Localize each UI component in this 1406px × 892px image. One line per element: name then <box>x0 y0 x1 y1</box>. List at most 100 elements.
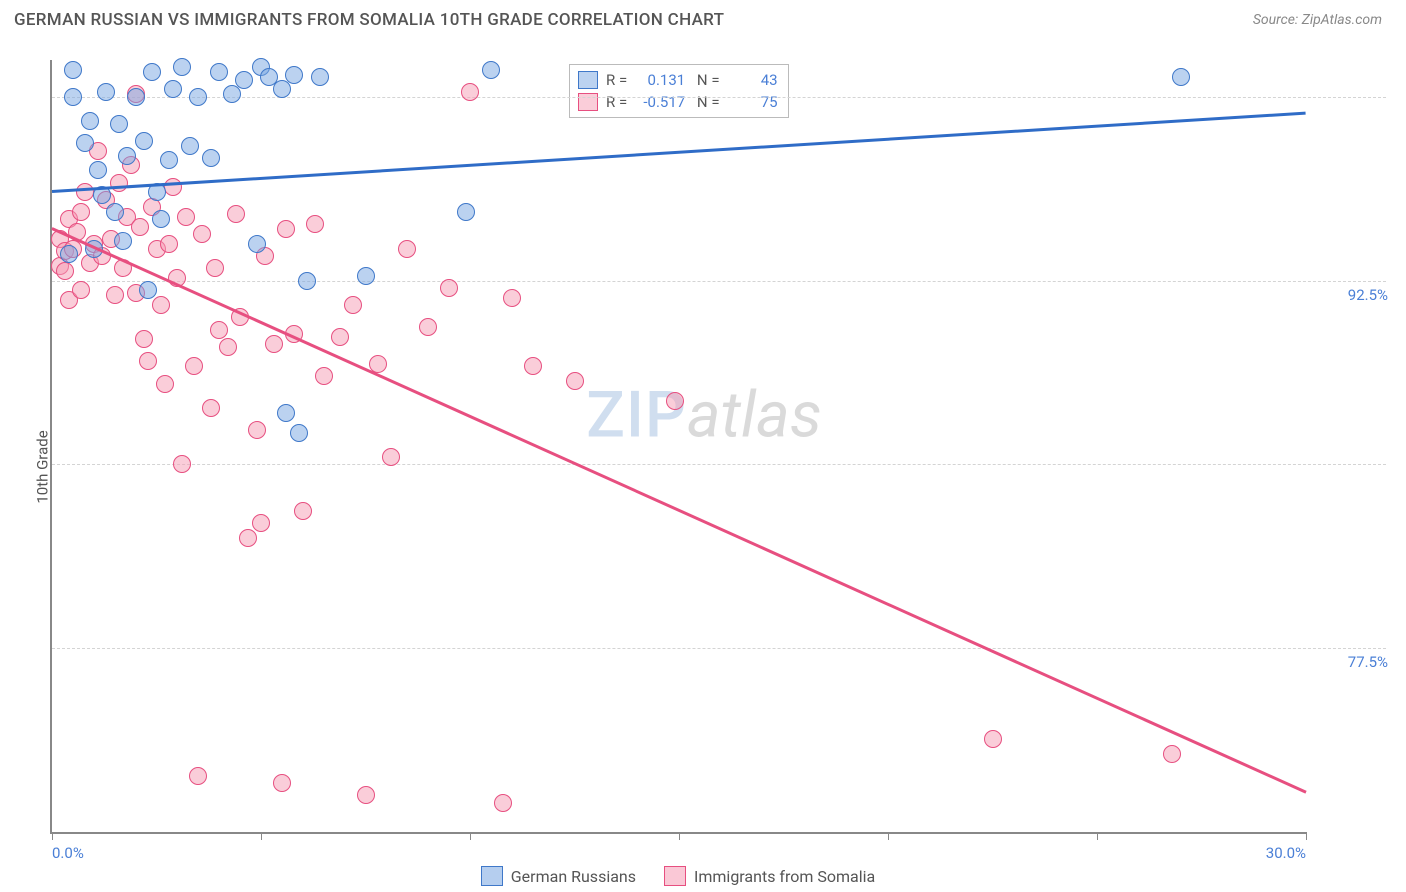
stats-row: R =-0.517 N =75 <box>578 91 780 113</box>
data-point <box>76 134 94 152</box>
data-point <box>177 208 195 226</box>
data-point <box>127 88 145 106</box>
data-point <box>72 281 90 299</box>
data-point <box>139 352 157 370</box>
data-point <box>566 372 584 390</box>
gridline <box>52 464 1386 465</box>
data-point <box>357 267 375 285</box>
legend-label: Immigrants from Somalia <box>694 867 875 886</box>
stats-r-label: R = <box>606 93 627 111</box>
legend-item: German Russians <box>481 866 636 886</box>
y-axis-label: 10th Grade <box>34 430 52 503</box>
data-point <box>97 83 115 101</box>
x-tick <box>679 832 680 840</box>
trend-line <box>52 111 1306 192</box>
data-point <box>143 63 161 81</box>
data-point <box>189 88 207 106</box>
data-point <box>419 318 437 336</box>
x-tick <box>261 832 262 840</box>
trend-line <box>51 227 1306 793</box>
data-point <box>106 203 124 221</box>
data-point <box>1172 68 1190 86</box>
data-point <box>160 235 178 253</box>
data-point <box>189 767 207 785</box>
data-point <box>273 80 291 98</box>
y-tick-label: 92.5% <box>1348 286 1388 304</box>
source-credit: Source: ZipAtlas.com <box>1253 12 1382 28</box>
stats-n-value: 43 <box>728 71 778 89</box>
data-point <box>64 88 82 106</box>
data-point <box>223 85 241 103</box>
data-point <box>239 529 257 547</box>
data-point <box>294 502 312 520</box>
data-point <box>306 215 324 233</box>
data-point <box>173 455 191 473</box>
data-point <box>64 61 82 79</box>
data-point <box>265 335 283 353</box>
data-point <box>298 272 316 290</box>
stats-r-value: 0.131 <box>635 71 685 89</box>
chart-area: 10th Grade ZIPatlas R = 0.131 N = 43 R = -0.… <box>0 42 1406 892</box>
data-point <box>181 137 199 155</box>
data-point <box>202 399 220 417</box>
plot-region: ZIPatlas R =0.131 N =43R =-0.517 N =75 7… <box>50 60 1306 834</box>
data-point <box>227 205 245 223</box>
data-point <box>173 58 191 76</box>
chart-title: GERMAN RUSSIAN VS IMMIGRANTS FROM SOMALI… <box>14 10 724 30</box>
data-point <box>311 68 329 86</box>
data-point <box>135 132 153 150</box>
y-tick-label: 77.5% <box>1348 653 1388 671</box>
data-point <box>285 66 303 84</box>
data-point <box>152 210 170 228</box>
x-tick <box>52 832 53 840</box>
data-point <box>164 80 182 98</box>
data-point <box>482 61 500 79</box>
data-point <box>160 151 178 169</box>
stats-legend-box: R =0.131 N =43R =-0.517 N =75 <box>569 64 789 118</box>
x-tick <box>1097 832 1098 840</box>
data-point <box>277 220 295 238</box>
x-tick <box>1306 832 1307 840</box>
gridline <box>52 648 1386 649</box>
data-point <box>89 161 107 179</box>
data-point <box>202 149 220 167</box>
data-point <box>131 218 149 236</box>
bottom-legend: German Russians Immigrants from Somalia <box>50 866 1306 886</box>
legend-item: Immigrants from Somalia <box>664 866 875 886</box>
data-point <box>156 375 174 393</box>
data-point <box>139 281 157 299</box>
data-point <box>273 774 291 792</box>
data-point <box>524 357 542 375</box>
data-point <box>81 112 99 130</box>
data-point <box>252 514 270 532</box>
stats-r-label: R = <box>606 71 627 89</box>
x-tick-label: 30.0% <box>1266 844 1306 862</box>
gridline <box>52 281 1386 282</box>
data-point <box>248 235 266 253</box>
data-point <box>110 115 128 133</box>
legend-swatch <box>578 93 598 111</box>
legend-swatch <box>578 71 598 89</box>
watermark-zip: ZIP <box>586 378 687 453</box>
watermark-atlas: atlas <box>687 378 822 453</box>
x-tick-label: 0.0% <box>52 844 84 862</box>
stats-n-label: N = <box>693 71 719 89</box>
data-point <box>152 296 170 314</box>
data-point <box>219 338 237 356</box>
x-tick <box>470 832 471 840</box>
data-point <box>666 392 684 410</box>
data-point <box>114 232 132 250</box>
data-point <box>110 174 128 192</box>
data-point <box>185 357 203 375</box>
data-point <box>382 448 400 466</box>
data-point <box>235 71 253 89</box>
data-point <box>76 183 94 201</box>
data-point <box>290 424 308 442</box>
stats-r-value: -0.517 <box>635 93 685 111</box>
data-point <box>277 404 295 422</box>
data-point <box>344 296 362 314</box>
data-point <box>60 245 78 263</box>
legend-label: German Russians <box>511 867 636 886</box>
data-point <box>206 259 224 277</box>
legend-swatch <box>481 866 503 886</box>
